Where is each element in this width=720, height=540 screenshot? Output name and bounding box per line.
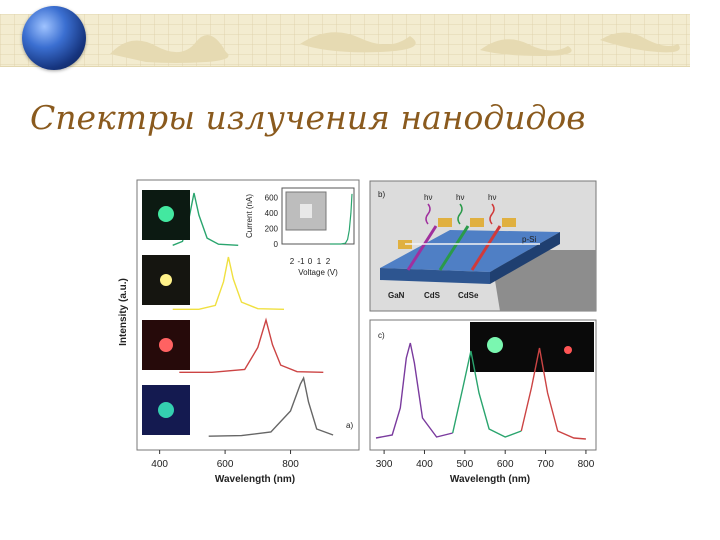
x-tick-label: 600 xyxy=(497,459,514,470)
x-tick-label: 700 xyxy=(537,459,554,470)
x-tick-label: 800 xyxy=(578,459,595,470)
inset-y-tick-label: 0 xyxy=(274,240,279,249)
panel-a-xticks: 400 600 800 xyxy=(151,450,299,470)
pl-spot-yellow xyxy=(160,274,172,286)
x-tick-label: 400 xyxy=(416,459,433,470)
panel-a-label: a) xyxy=(346,421,353,430)
header-band xyxy=(0,14,690,67)
inset-sem-device xyxy=(300,204,312,218)
map-decoration xyxy=(0,14,690,66)
nanowire-cds xyxy=(438,225,470,271)
spectrum-line-2 xyxy=(172,256,285,310)
photon-wave-icon xyxy=(489,203,495,225)
photon-wave-icon xyxy=(425,203,431,225)
spectrum-line-3 xyxy=(179,317,324,373)
slide-title: Спектры излучения нанодидов xyxy=(30,98,586,137)
contact-pad xyxy=(438,218,452,227)
panel-c-xticks: 300 400 500 600 700 800 xyxy=(376,450,595,470)
pl-spot-nir xyxy=(158,402,174,418)
contact-pad xyxy=(470,218,484,227)
panel-a-ylabel: Intensity (a.u.) xyxy=(118,278,129,346)
photon-label-3: hν xyxy=(488,193,496,202)
spectrum-line-4 xyxy=(208,375,334,437)
x-tick-label: 300 xyxy=(376,459,393,470)
substrate-top xyxy=(380,230,560,272)
pl-spot-red xyxy=(159,338,173,352)
x-tick-label: 400 xyxy=(151,459,168,470)
globe-icon xyxy=(22,6,86,70)
panel-c-curve xyxy=(375,342,586,440)
pl-spot-green xyxy=(487,337,503,353)
inset-x-tick-label: 0 xyxy=(308,257,313,266)
panel-c-xlabel: Wavelength (nm) xyxy=(450,474,530,485)
panel-c-label: c) xyxy=(378,331,385,340)
inset-x-tick-label: 1 xyxy=(317,257,322,266)
spectrum-segment-2 xyxy=(452,350,522,438)
spectrum-segment-1 xyxy=(375,342,453,439)
nanowire-cdse xyxy=(470,225,502,271)
substrate-label: p-Si xyxy=(522,235,536,244)
x-tick-label: 600 xyxy=(217,459,234,470)
material-cdse: CdSe xyxy=(458,291,479,300)
inset-curve xyxy=(330,193,353,245)
iv-curve xyxy=(330,193,353,245)
photon-label-2: hν xyxy=(456,193,464,202)
inset-y-tick-label: 400 xyxy=(265,209,279,218)
inset-x-tick-label: -1 xyxy=(297,257,305,266)
inset-y-tick-label: 200 xyxy=(265,225,279,234)
pl-spot-green xyxy=(158,206,174,222)
inset-xticks: 2 -1 0 1 2 xyxy=(290,257,331,266)
x-tick-label: 800 xyxy=(282,459,299,470)
spectrum-segment-3 xyxy=(520,347,586,440)
inset-yticks: 0 200 400 600 xyxy=(265,194,279,249)
panel-a-xlabel: Wavelength (nm) xyxy=(215,474,295,485)
inset-x-tick-label: 2 xyxy=(290,257,295,266)
substrate-side xyxy=(490,232,560,284)
photon-wave-icon xyxy=(457,203,463,225)
pl-spot-red xyxy=(564,346,572,354)
material-gan: GaN xyxy=(388,291,405,300)
contact-pad xyxy=(502,218,516,227)
inset-x-tick-label: 2 xyxy=(326,257,331,266)
material-cds: CdS xyxy=(424,291,441,300)
x-tick-label: 500 xyxy=(456,459,473,470)
nanowire-gan xyxy=(406,225,438,271)
photon-label-1: hν xyxy=(424,193,432,202)
inset-xlabel: Voltage (V) xyxy=(298,268,338,277)
inset-y-tick-label: 600 xyxy=(265,194,279,203)
inset-ylabel: Current (nA) xyxy=(245,194,254,238)
substrate-front xyxy=(380,268,490,284)
panel-b-label: b) xyxy=(378,190,385,199)
